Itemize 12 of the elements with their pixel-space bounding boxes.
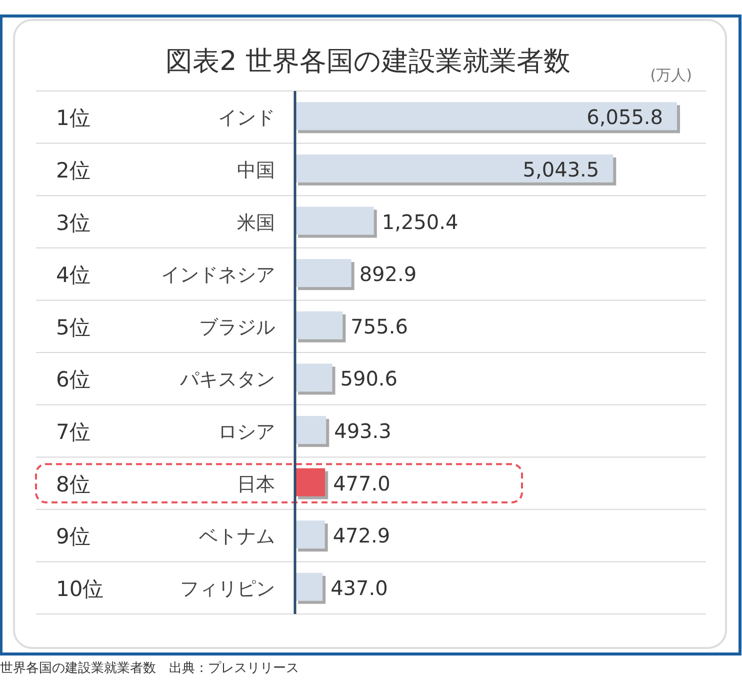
annotation: 1位	[56, 106, 90, 130]
annotation: 3位	[56, 210, 90, 235]
annotation: 7位	[56, 420, 90, 444]
title: 図表2 世界各国の建設業就業者数	[166, 46, 570, 77]
annotation: 5位	[56, 315, 90, 340]
annotation: 8位	[56, 472, 90, 496]
annotation: 6位	[56, 368, 90, 392]
annotation: 4位	[56, 263, 90, 288]
annotation: 2位	[56, 158, 90, 182]
xlabel: (万人)	[650, 66, 692, 84]
annotation: 9位	[56, 524, 90, 549]
annotation: 10位	[56, 576, 104, 601]
